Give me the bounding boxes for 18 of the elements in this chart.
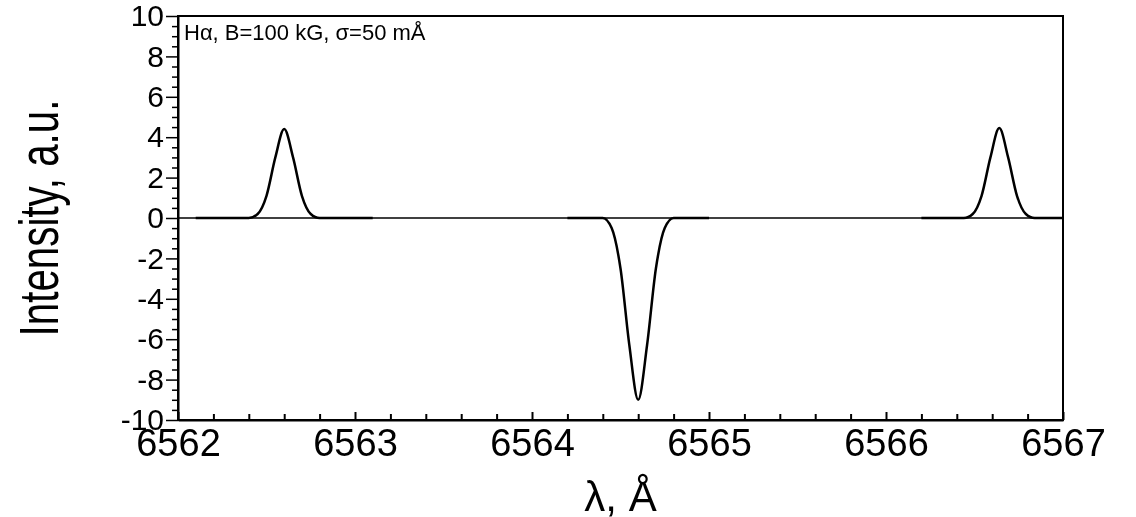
y-tick-label: 8 (147, 39, 164, 73)
y-tick-label: -4 (137, 281, 164, 315)
y-tick-label: -2 (137, 241, 164, 275)
y-tick-label: 4 (147, 120, 164, 154)
y-tick-label: 6 (147, 79, 164, 113)
x-tick-label: 6565 (667, 422, 752, 465)
y-tick-label: 0 (147, 201, 164, 235)
x-tick-label: 6567 (1021, 422, 1106, 465)
x-tick-label: 6564 (490, 422, 575, 465)
y-tick-label: 2 (147, 160, 164, 194)
x-axis-title: λ, Å (584, 473, 657, 517)
y-tick-label: -6 (137, 322, 164, 356)
y-axis-title: Intensity, a.u. (7, 99, 70, 337)
x-tick-label: 6563 (313, 422, 398, 465)
y-tick-label: -8 (137, 362, 164, 396)
annotation: Hα, B=100 kG, σ=50 mÅ (184, 20, 426, 45)
x-tick-label: 6566 (844, 422, 929, 465)
y-tick-label: 10 (130, 0, 164, 33)
